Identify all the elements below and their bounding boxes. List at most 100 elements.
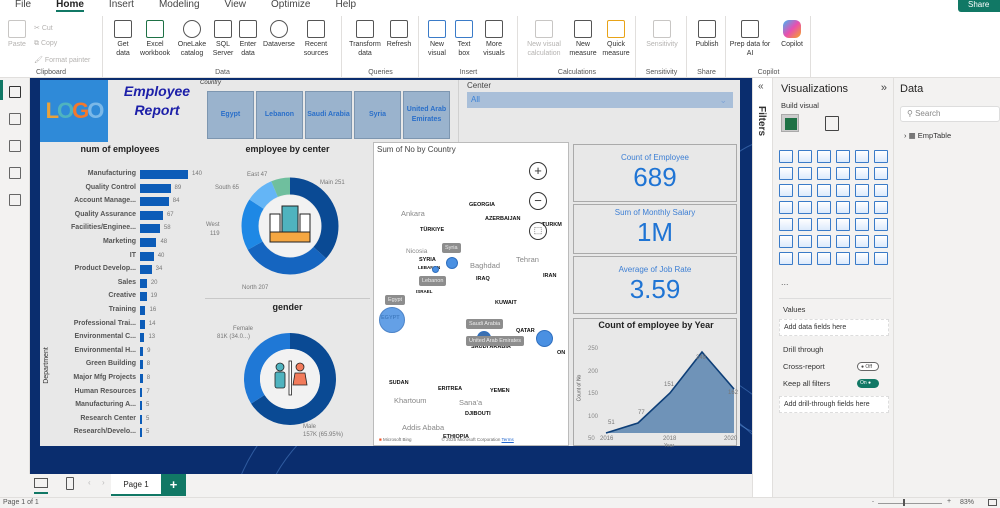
share-button[interactable]: Share bbox=[958, 0, 1000, 12]
recent-sources-button[interactable]: Recent sources bbox=[300, 20, 332, 58]
bar[interactable] bbox=[140, 238, 157, 247]
mobile-layout-icon[interactable] bbox=[66, 477, 74, 490]
menu-view[interactable]: View bbox=[224, 0, 247, 10]
enter-data-button[interactable]: Enter data bbox=[237, 20, 259, 58]
visual-type-icon[interactable] bbox=[836, 201, 850, 214]
bar-row[interactable]: Research Center 5 bbox=[40, 413, 200, 425]
country-saudi-arabia-button[interactable]: Saudi Arabia bbox=[305, 91, 352, 139]
bar[interactable] bbox=[140, 346, 144, 356]
visual-type-icon[interactable] bbox=[779, 252, 793, 265]
country-egypt-button[interactable]: Egypt bbox=[207, 91, 254, 139]
kpi-card-count-employee[interactable]: Count of Employee 689 bbox=[573, 144, 737, 202]
visual-type-icon[interactable] bbox=[836, 184, 850, 197]
bar[interactable] bbox=[140, 224, 160, 234]
bar[interactable] bbox=[140, 319, 145, 329]
visual-type-icon[interactable] bbox=[779, 150, 793, 163]
bar[interactable] bbox=[140, 414, 142, 424]
menu-help[interactable]: Help bbox=[335, 0, 357, 10]
visual-type-icon[interactable] bbox=[874, 184, 888, 197]
visual-type-icon[interactable] bbox=[836, 218, 850, 231]
bar[interactable] bbox=[140, 265, 152, 275]
text-box-button[interactable]: Text box bbox=[452, 20, 476, 58]
table-emptable[interactable]: › ▦ EmpTable bbox=[904, 131, 952, 140]
employees-by-year-chart[interactable]: Count of employee by Year Count of No 25… bbox=[573, 318, 738, 449]
terms-link[interactable]: Terms bbox=[501, 437, 514, 442]
country-lebanon-button[interactable]: Lebanon bbox=[256, 91, 303, 139]
prev-page-icon[interactable]: ‹ bbox=[88, 478, 91, 487]
refresh-button[interactable]: Refresh bbox=[385, 20, 413, 49]
publish-button[interactable]: Publish bbox=[692, 20, 722, 49]
zoom-slider[interactable] bbox=[878, 503, 942, 504]
quick-measure-button[interactable]: Quick measure bbox=[601, 20, 631, 58]
visual-type-icon[interactable] bbox=[779, 235, 793, 248]
kpi-card-job-rate[interactable]: Average of Job Rate 3.59 bbox=[573, 256, 737, 314]
get-data-button[interactable]: Get data bbox=[110, 20, 136, 58]
bar[interactable] bbox=[140, 374, 143, 383]
dataverse-button[interactable]: Dataverse bbox=[262, 20, 296, 49]
bar-row[interactable]: Training 16 bbox=[40, 304, 200, 316]
visual-type-icon[interactable] bbox=[855, 167, 869, 180]
bar[interactable] bbox=[140, 360, 143, 370]
zoom-in-button[interactable]: + bbox=[529, 162, 547, 180]
map-bubble-egypt[interactable] bbox=[379, 307, 405, 333]
bar[interactable] bbox=[140, 387, 143, 397]
bar[interactable] bbox=[140, 210, 163, 220]
bar-row[interactable]: Product Develop... 34 bbox=[40, 263, 200, 275]
menu-insert[interactable]: Insert bbox=[108, 0, 134, 10]
country-map[interactable]: Sum of No by Country + − ⬚ GEORGIA AZERB… bbox=[373, 142, 569, 446]
bar[interactable] bbox=[140, 170, 188, 179]
visual-type-icon[interactable] bbox=[855, 218, 869, 231]
visual-type-icon[interactable] bbox=[798, 150, 812, 163]
table-view-icon[interactable] bbox=[9, 113, 21, 125]
menu-optimize[interactable]: Optimize bbox=[271, 0, 311, 10]
page-tab-1[interactable]: Page 1 bbox=[111, 474, 161, 496]
visual-type-icon[interactable] bbox=[874, 235, 888, 248]
visual-type-icon[interactable] bbox=[836, 150, 850, 163]
bar-row[interactable]: Manufacturing A... 5 bbox=[40, 399, 200, 411]
prep-data-ai-button[interactable]: Prep data for AI bbox=[729, 20, 771, 58]
country-uae-button[interactable]: United Arab Emirates bbox=[403, 91, 450, 139]
bar[interactable] bbox=[140, 278, 147, 288]
map-bubble-lebanon[interactable] bbox=[432, 266, 439, 273]
bar-row[interactable]: Green Building 8 bbox=[40, 358, 200, 370]
gender-chart[interactable]: gender Female 81K (34.0...) Male 157K (6… bbox=[205, 298, 370, 446]
copilot-button[interactable]: Copilot bbox=[777, 20, 807, 49]
bar-row[interactable]: Quality Assurance 67 bbox=[40, 209, 200, 221]
bar-row[interactable]: Human Resources 7 bbox=[40, 386, 200, 398]
fit-to-page-icon[interactable] bbox=[988, 499, 997, 506]
visual-type-icon[interactable] bbox=[855, 235, 869, 248]
bar-row[interactable]: Facilities/Enginee... 58 bbox=[40, 222, 200, 234]
more-visuals-ellipsis[interactable]: ... bbox=[781, 277, 789, 287]
visual-type-icon[interactable] bbox=[874, 252, 888, 265]
bar[interactable] bbox=[140, 292, 147, 302]
visual-type-icon[interactable] bbox=[798, 252, 812, 265]
format-painter-button[interactable]: 🖌 Format painter bbox=[34, 57, 91, 64]
sensitivity-button[interactable]: Sensitivity bbox=[641, 20, 683, 49]
visual-type-icon[interactable] bbox=[798, 218, 812, 231]
add-page-button[interactable]: + bbox=[161, 474, 186, 496]
expand-filters-icon[interactable]: « bbox=[758, 81, 764, 92]
visual-type-icon[interactable] bbox=[817, 184, 831, 197]
visual-type-icon[interactable] bbox=[836, 235, 850, 248]
visual-type-icon[interactable] bbox=[817, 218, 831, 231]
visual-type-icon[interactable] bbox=[874, 150, 888, 163]
visual-type-icon[interactable] bbox=[817, 201, 831, 214]
menu-file[interactable]: File bbox=[15, 0, 32, 10]
kpi-card-monthly-salary[interactable]: Sum of Monthly Salary 1M bbox=[573, 204, 737, 254]
collapse-visualizations-icon[interactable]: » bbox=[880, 82, 887, 94]
bar[interactable] bbox=[140, 251, 154, 261]
visual-type-icon[interactable] bbox=[874, 167, 888, 180]
visual-type-icon[interactable] bbox=[779, 167, 793, 180]
new-visual-button[interactable]: New visual bbox=[424, 20, 450, 58]
bar-row[interactable]: Environmental C... 13 bbox=[40, 331, 200, 343]
bar-row[interactable]: IT 40 bbox=[40, 250, 200, 262]
menu-modeling[interactable]: Modeling bbox=[158, 0, 200, 10]
keep-filters-toggle[interactable]: On ● bbox=[857, 379, 879, 388]
data-search-input[interactable]: ⚲ Search bbox=[900, 106, 1000, 122]
onelake-catalog-button[interactable]: OneLake catalog bbox=[174, 20, 210, 58]
bar-row[interactable]: Sales 20 bbox=[40, 277, 200, 289]
center-dropdown[interactable]: All ⌄ bbox=[467, 92, 733, 108]
excel-workbook-button[interactable]: Excel workbook bbox=[138, 20, 172, 58]
format-visual-icon[interactable] bbox=[825, 116, 839, 131]
visual-type-icon[interactable] bbox=[817, 167, 831, 180]
